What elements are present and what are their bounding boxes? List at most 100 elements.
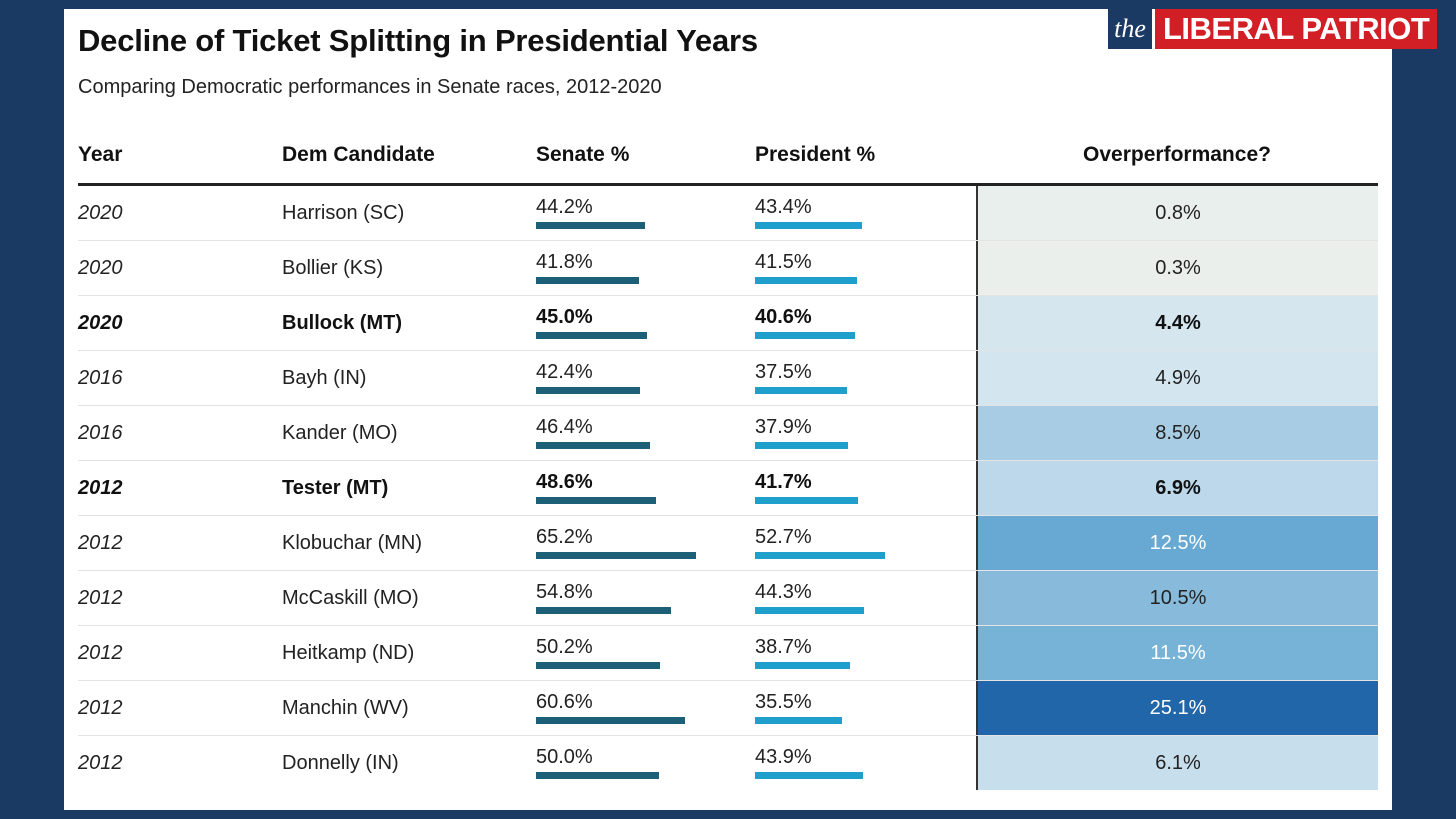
candidate-cell: Bullock (MT): [282, 312, 402, 334]
overperformance-cell: 4.4%: [976, 296, 1378, 350]
candidate-cell: Klobuchar (MN): [282, 532, 423, 554]
president-value-label: 41.7%: [755, 471, 812, 493]
president-cell: 52.7%: [755, 526, 885, 559]
overperformance-cell: 25.1%: [976, 681, 1378, 735]
overperformance-cell: 0.8%: [976, 186, 1378, 240]
president-bar: [755, 277, 858, 284]
overperformance-cell: 10.5%: [976, 571, 1378, 625]
president-value-label: 37.5%: [755, 361, 812, 383]
senate-cell: 42.4%: [536, 361, 641, 394]
candidate-cell: Kander (MO): [282, 422, 398, 444]
year-cell: 2016: [78, 367, 123, 389]
senate-cell: 48.6%: [536, 471, 656, 504]
president-cell: 37.5%: [755, 361, 848, 394]
president-cell: 41.5%: [755, 251, 858, 284]
candidate-cell: Bayh (IN): [282, 367, 367, 389]
senate-cell: 65.2%: [536, 526, 697, 559]
overperformance-cell: 12.5%: [976, 516, 1378, 570]
president-value-label: 43.4%: [755, 196, 812, 218]
year-cell: 2012: [78, 587, 123, 609]
president-bar: [755, 332, 855, 339]
year-cell: 2020: [78, 257, 123, 279]
brand-logo: the LIBERAL PATRIOT: [1108, 9, 1438, 49]
senate-bar: [536, 717, 686, 724]
senate-value-label: 41.8%: [536, 251, 593, 273]
senate-bar: [536, 387, 641, 394]
senate-value-label: 54.8%: [536, 581, 593, 603]
senate-bar: [536, 222, 645, 229]
header-year: Year: [78, 143, 123, 166]
table-row: 2016 Kander (MO) 46.4% 37.9% 8.5%: [78, 406, 1378, 461]
candidate-cell: Harrison (SC): [282, 202, 405, 224]
senate-cell: 60.6%: [536, 691, 686, 724]
overperformance-cell: 4.9%: [976, 351, 1378, 405]
president-value-label: 43.9%: [755, 746, 812, 768]
president-value-label: 40.6%: [755, 306, 812, 328]
candidate-cell: Manchin (WV): [282, 697, 409, 719]
president-bar: [755, 662, 851, 669]
table-row: 2012 Donnelly (IN) 50.0% 43.9% 6.1%: [78, 736, 1378, 790]
logo-wordmark: LIBERAL PATRIOT: [1155, 9, 1438, 49]
president-cell: 43.9%: [755, 746, 863, 779]
table-row: 2012 Manchin (WV) 60.6% 35.5% 25.1%: [78, 681, 1378, 736]
data-table: Year Dem Candidate Senate % President % …: [78, 129, 1378, 790]
header-president: President %: [755, 143, 876, 166]
table-row: 2012 Klobuchar (MN) 65.2% 52.7% 12.5%: [78, 516, 1378, 571]
year-cell: 2016: [78, 422, 123, 444]
table-row: 2020 Bullock (MT) 45.0% 40.6% 4.4%: [78, 296, 1378, 351]
overperformance-cell: 0.3%: [976, 241, 1378, 295]
senate-bar: [536, 332, 647, 339]
president-bar: [755, 497, 858, 504]
president-value-label: 35.5%: [755, 691, 812, 713]
senate-cell: 44.2%: [536, 196, 645, 229]
year-cell: 2020: [78, 312, 123, 334]
president-cell: 38.7%: [755, 636, 851, 669]
header-senate: Senate %: [536, 143, 630, 166]
senate-bar: [536, 277, 639, 284]
overperformance-cell: 11.5%: [976, 626, 1378, 680]
senate-value-label: 50.0%: [536, 746, 593, 768]
president-cell: 35.5%: [755, 691, 843, 724]
president-bar: [755, 442, 849, 449]
table-body: 2020 Harrison (SC) 44.2% 43.4% 0.8% 2020 Bolli…: [78, 186, 1378, 790]
president-bar: [755, 222, 862, 229]
president-bar: [755, 607, 864, 614]
senate-value-label: 65.2%: [536, 526, 593, 548]
senate-bar: [536, 552, 697, 559]
senate-cell: 50.2%: [536, 636, 660, 669]
senate-bar: [536, 662, 660, 669]
president-bar: [755, 387, 848, 394]
year-cell: 2012: [78, 477, 123, 499]
senate-value-label: 48.6%: [536, 471, 593, 493]
president-cell: 37.9%: [755, 416, 849, 449]
senate-value-label: 44.2%: [536, 196, 593, 218]
president-value-label: 37.9%: [755, 416, 812, 438]
president-value-label: 44.3%: [755, 581, 812, 603]
table-row: 2020 Bollier (KS) 41.8% 41.5% 0.3%: [78, 241, 1378, 296]
year-cell: 2012: [78, 697, 123, 719]
overperformance-cell: 8.5%: [976, 406, 1378, 460]
year-cell: 2012: [78, 532, 123, 554]
president-cell: 40.6%: [755, 306, 855, 339]
table-row: 2020 Harrison (SC) 44.2% 43.4% 0.8%: [78, 186, 1378, 241]
header-overperformance: Overperformance?: [1083, 143, 1271, 166]
president-value-label: 41.5%: [755, 251, 812, 273]
candidate-cell: Bollier (KS): [282, 257, 384, 279]
logo-the-mark: the: [1108, 9, 1152, 49]
senate-cell: 50.0%: [536, 746, 659, 779]
president-bar: [755, 772, 863, 779]
president-bar: [755, 552, 885, 559]
president-value-label: 52.7%: [755, 526, 812, 548]
header-candidate: Dem Candidate: [282, 143, 435, 166]
chart-title: Decline of Ticket Splitting in President…: [78, 23, 758, 58]
candidate-cell: Heitkamp (ND): [282, 642, 415, 664]
candidate-cell: Donnelly (IN): [282, 752, 399, 774]
senate-bar: [536, 497, 656, 504]
president-bar: [755, 717, 843, 724]
chart-subtitle: Comparing Democratic performances in Sen…: [78, 76, 662, 98]
president-cell: 41.7%: [755, 471, 858, 504]
president-value-label: 38.7%: [755, 636, 812, 658]
senate-cell: 54.8%: [536, 581, 671, 614]
year-cell: 2012: [78, 642, 123, 664]
senate-value-label: 46.4%: [536, 416, 593, 438]
